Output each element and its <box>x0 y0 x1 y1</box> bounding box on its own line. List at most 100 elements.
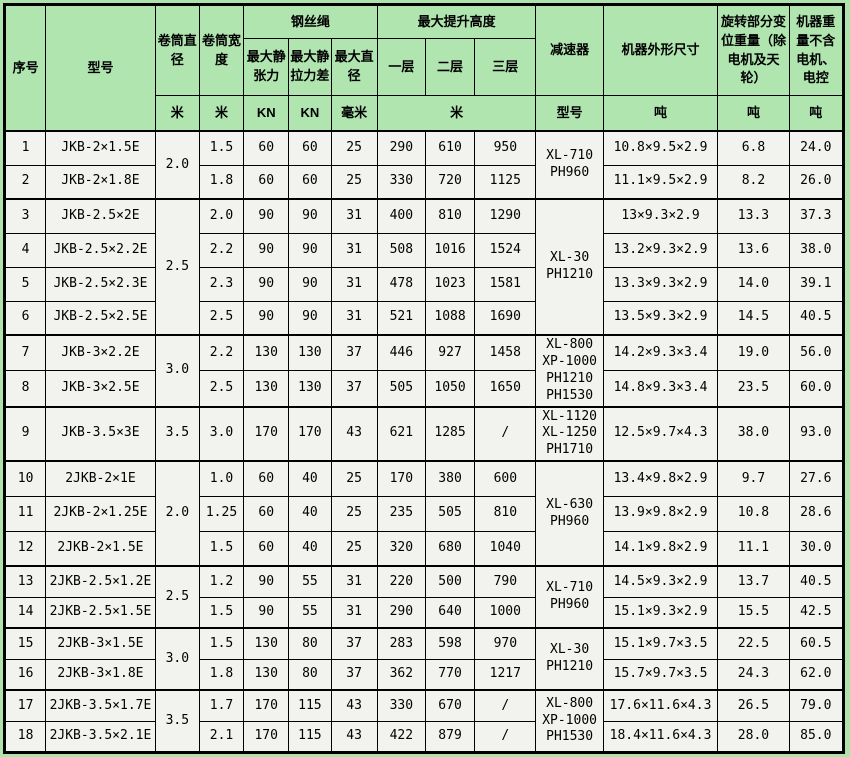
cell-machine-weight: 24.0 <box>788 130 845 166</box>
header-layer2: 二层 <box>424 38 476 96</box>
cell-height-layer2: 1050 <box>424 370 476 408</box>
cell-serial: 17 <box>3 689 47 722</box>
cell-drum-width: 1.8 <box>198 164 245 200</box>
cell-height-layer2: 1088 <box>424 300 476 336</box>
cell-height-layer3: 1524 <box>474 232 537 268</box>
cell-drum-diameter: 3.0 <box>154 334 200 408</box>
cell-max-rope-diameter: 25 <box>330 130 378 166</box>
cell-reducer: XL-800 XP-1000 PH1530 <box>535 689 604 753</box>
cell-serial: 18 <box>3 720 47 753</box>
cell-height-layer3: 950 <box>474 130 537 166</box>
cell-machine-weight: 60.5 <box>788 627 845 660</box>
cell-max-static-tension: 130 <box>243 370 290 408</box>
cell-dimensions: 11.1×9.5×2.9 <box>602 164 719 200</box>
cell-height-layer3: 1040 <box>474 530 537 567</box>
cell-max-rope-diameter: 25 <box>330 164 378 200</box>
cell-model: JKB-3.5×3E <box>45 405 156 462</box>
cell-serial: 15 <box>3 627 47 660</box>
cell-drum-diameter: 3.0 <box>154 627 200 691</box>
cell-max-rope-diameter: 25 <box>330 495 378 532</box>
cell-rotating-weight: 14.5 <box>717 300 790 336</box>
cell-serial: 16 <box>3 658 47 691</box>
header-max-static-tension: 最大静张力 <box>243 38 290 96</box>
cell-height-layer1: 330 <box>376 689 426 722</box>
cell-drum-diameter: 2.0 <box>154 130 200 200</box>
cell-machine-weight: 60.0 <box>788 370 845 408</box>
table-row: 5 JKB-2.5×2.3E 2.3 90 90 31 478 1023 1581 13.3×9.… <box>3 266 845 302</box>
unit-rotating-part-weight: 吨 <box>717 95 790 132</box>
cell-max-tension-diff: 80 <box>288 658 332 691</box>
cell-rotating-weight: 15.5 <box>717 596 790 629</box>
cell-height-layer3: 1458 <box>474 334 537 372</box>
cell-reducer: XL-30 PH1210 <box>535 627 604 691</box>
cell-dimensions: 15.1×9.7×3.5 <box>602 627 719 660</box>
cell-drum-width: 2.2 <box>198 334 245 372</box>
table-row: 9 JKB-3.5×3E 3.5 3.0 170 170 43 621 1285/XL-1120… <box>3 405 845 462</box>
header-rotating-part-weight: 旋转部分变位重量（除电机及天轮） <box>717 4 790 96</box>
cell-max-rope-diameter: 43 <box>330 689 378 722</box>
header-layer1: 一层 <box>376 38 426 96</box>
cell-height-layer3: / <box>474 720 537 753</box>
cell-max-static-tension: 60 <box>243 460 290 497</box>
cell-height-layer2: 927 <box>424 334 476 372</box>
table-row: 16 2JKB-3×1.8E 1.8 130 80 37 362 770 1217 15.7×9.… <box>3 658 845 691</box>
cell-dimensions: 15.7×9.7×3.5 <box>602 658 719 691</box>
cell-model: 2JKB-3.5×2.1E <box>45 720 156 753</box>
cell-max-tension-diff: 130 <box>288 334 332 372</box>
table-row: 7 JKB-3×2.2E 3.0 2.2 130 130 37 446 927 1458 XL-80… <box>3 334 845 408</box>
cell-serial: 14 <box>3 596 47 629</box>
cell-height-layer2: 1285 <box>424 405 476 462</box>
cell-height-layer1: 235 <box>376 495 426 532</box>
cell-model: 2JKB-2.5×1.5E <box>45 596 156 629</box>
cell-dimensions: 17.6×11.6×4.3 <box>602 689 719 722</box>
cell-dimensions: 13.4×9.8×2.9 <box>602 460 719 497</box>
cell-dimensions: 18.4×11.6×4.3 <box>602 720 719 753</box>
table-row: 11 2JKB-2×1.25E 1.25 60 40 25 235 505 810 13.9×9.… <box>3 495 845 532</box>
cell-max-tension-diff: 115 <box>288 720 332 753</box>
cell-dimensions: 13.5×9.3×2.9 <box>602 300 719 336</box>
cell-serial: 12 <box>3 530 47 567</box>
header-drum-diameter: 卷筒直径 <box>154 4 200 96</box>
cell-height-layer3: 970 <box>474 627 537 660</box>
cell-rotating-weight: 11.1 <box>717 530 790 567</box>
table-row: 3 JKB-2.5×2E 2.5 2.0 90 90 31 400 810 1290 XL-30 P… <box>3 198 845 336</box>
cell-drum-width: 1.0 <box>198 460 245 497</box>
cell-rotating-weight: 22.5 <box>717 627 790 660</box>
cell-max-tension-diff: 170 <box>288 405 332 462</box>
cell-max-static-tension: 170 <box>243 689 290 722</box>
cell-max-tension-diff: 55 <box>288 565 332 598</box>
cell-max-tension-diff: 80 <box>288 627 332 660</box>
cell-max-rope-diameter: 31 <box>330 198 378 234</box>
cell-max-tension-diff: 40 <box>288 495 332 532</box>
cell-max-static-tension: 60 <box>243 495 290 532</box>
header-group-wire-rope: 钢丝绳 <box>243 4 378 39</box>
cell-serial: 3 <box>3 198 47 234</box>
cell-drum-width: 1.2 <box>198 565 245 598</box>
cell-model: 2JKB-3×1.5E <box>45 627 156 660</box>
header-machine-dimensions: 机器外形尺寸 <box>602 4 719 96</box>
cell-height-layer1: 362 <box>376 658 426 691</box>
cell-rotating-weight: 24.3 <box>717 658 790 691</box>
cell-height-layer1: 400 <box>376 198 426 234</box>
cell-drum-width: 3.0 <box>198 405 245 462</box>
cell-drum-width: 2.1 <box>198 720 245 753</box>
header-group-max-lift-height: 最大提升高度 <box>376 4 537 39</box>
cell-height-layer2: 380 <box>424 460 476 497</box>
cell-height-layer2: 610 <box>424 130 476 166</box>
cell-max-static-tension: 90 <box>243 198 290 234</box>
cell-height-layer1: 478 <box>376 266 426 302</box>
cell-drum-width: 1.5 <box>198 130 245 166</box>
cell-model: JKB-3×2.5E <box>45 370 156 408</box>
cell-rotating-weight: 23.5 <box>717 370 790 408</box>
cell-height-layer1: 621 <box>376 405 426 462</box>
cell-height-layer3: 1000 <box>474 596 537 629</box>
cell-height-layer2: 598 <box>424 627 476 660</box>
cell-max-tension-diff: 60 <box>288 164 332 200</box>
table-row: 1 JKB-2×1.5E 2.0 1.5 60 60 25 290 610 950 XL-710 P… <box>3 130 845 200</box>
cell-drum-width: 2.2 <box>198 232 245 268</box>
cell-max-static-tension: 130 <box>243 627 290 660</box>
cell-dimensions: 14.5×9.3×2.9 <box>602 565 719 598</box>
cell-rotating-weight: 10.8 <box>717 495 790 532</box>
cell-max-tension-diff: 115 <box>288 689 332 722</box>
unit-lift-height: 米 <box>376 95 537 132</box>
